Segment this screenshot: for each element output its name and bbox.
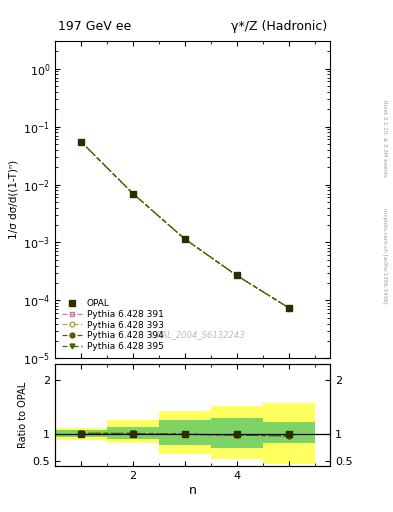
Y-axis label: 1/σ dσ/d((1-T)ⁿ): 1/σ dσ/d((1-T)ⁿ) [9,160,18,239]
Text: γ*/Z (Hadronic): γ*/Z (Hadronic) [231,20,327,33]
Y-axis label: Ratio to OPAL: Ratio to OPAL [18,381,28,448]
X-axis label: n: n [189,483,196,497]
Legend: OPAL, Pythia 6.428 391, Pythia 6.428 393, Pythia 6.428 394, Pythia 6.428 395: OPAL, Pythia 6.428 391, Pythia 6.428 393… [59,296,166,354]
Text: mcplots.cern.ch [arXiv:1306.3436]: mcplots.cern.ch [arXiv:1306.3436] [382,208,387,304]
Text: OPAL_2004_S6132243: OPAL_2004_S6132243 [151,330,245,339]
Text: 197 GeV ee: 197 GeV ee [58,20,131,33]
Text: Rivet 3.1.10, ≥ 3.3M events: Rivet 3.1.10, ≥ 3.3M events [382,100,387,177]
